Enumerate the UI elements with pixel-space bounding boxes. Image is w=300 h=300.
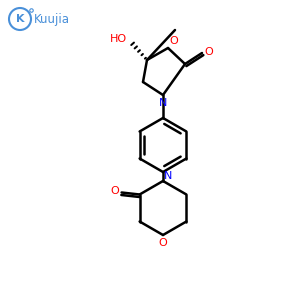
Text: N: N	[159, 98, 167, 108]
Text: O: O	[159, 238, 167, 248]
Text: Kuujia: Kuujia	[34, 13, 70, 26]
Text: N: N	[164, 171, 172, 181]
Text: O: O	[110, 187, 119, 196]
Text: O: O	[205, 47, 213, 57]
Text: O: O	[169, 36, 178, 46]
Text: K: K	[16, 14, 24, 24]
Text: HO: HO	[110, 34, 127, 44]
